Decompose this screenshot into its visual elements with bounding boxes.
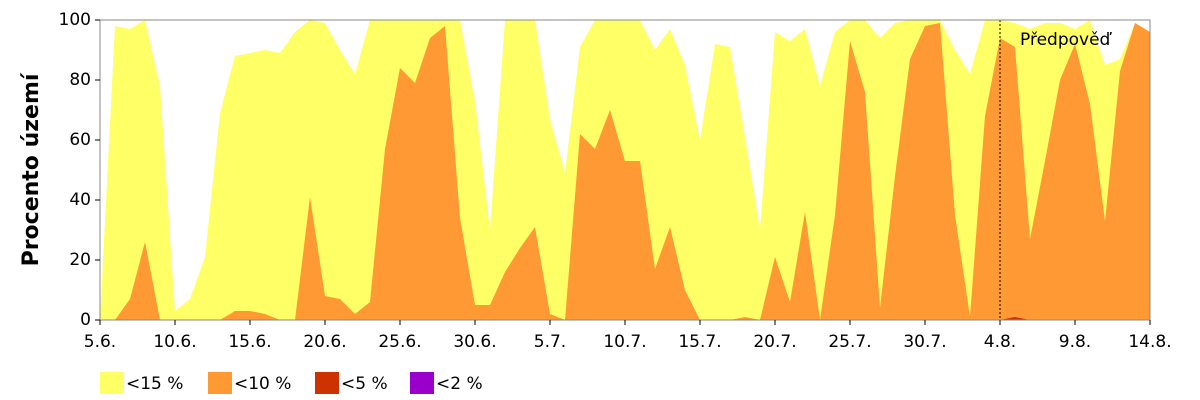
legend-label: <10 %	[234, 374, 291, 394]
x-tick-label: 10.7.	[603, 332, 646, 352]
x-tick-label: 9.8.	[1059, 332, 1091, 352]
x-tick-label: 10.6.	[153, 332, 196, 352]
x-tick-label: 25.6.	[378, 332, 421, 352]
legend-swatch	[100, 372, 124, 394]
y-tick-label: 100	[59, 10, 91, 30]
x-tick-label: 20.7.	[753, 332, 796, 352]
legend-label: <2 %	[436, 374, 483, 394]
x-tick-label: 14.8.	[1128, 332, 1171, 352]
area	[100, 23, 1150, 320]
legend-label: <15 %	[126, 374, 183, 394]
y-tick-label: 40	[69, 190, 91, 210]
legend-swatch	[410, 372, 434, 394]
annotation: Předpověď	[1020, 30, 1113, 50]
legend-swatch	[208, 372, 232, 394]
x-tick-label: 15.7.	[678, 332, 721, 352]
y-tick-label: 20	[69, 250, 91, 270]
y-tick-label: 80	[69, 70, 91, 90]
x-tick-label: 20.6.	[303, 332, 346, 352]
legend-label: <5 %	[341, 374, 388, 394]
y-axis-label: Procento území	[19, 72, 44, 266]
x-tick-label: 4.8.	[984, 332, 1016, 352]
x-tick-label: 25.7.	[828, 332, 871, 352]
x-tick-label: 15.6.	[228, 332, 271, 352]
y-tick-label: 0	[80, 310, 91, 330]
y-tick-label: 60	[69, 130, 91, 150]
x-tick-label: 5.6.	[84, 332, 116, 352]
x-tick-label: 30.6.	[453, 332, 496, 352]
x-tick-label: 5.7.	[534, 332, 566, 352]
x-tick-label: 30.7.	[903, 332, 946, 352]
legend-swatch	[315, 372, 339, 394]
